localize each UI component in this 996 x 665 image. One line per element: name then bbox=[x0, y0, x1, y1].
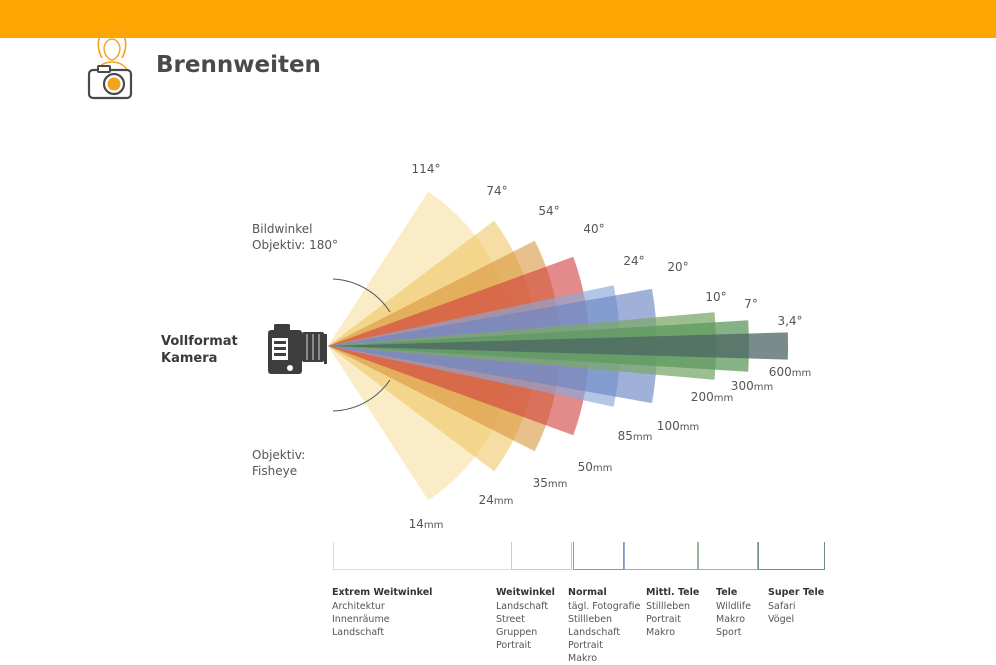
top-accent-bar bbox=[0, 0, 996, 38]
angle-label-24mm: 74° bbox=[486, 184, 508, 198]
kamera-label: Kamera bbox=[161, 351, 218, 366]
page-title: Brennweiten bbox=[156, 52, 321, 78]
category-item: Stillleben bbox=[568, 614, 613, 625]
category-item: Sport bbox=[716, 627, 742, 638]
fisheye-arc bbox=[332, 379, 391, 412]
focal-label-100mm: 100mm bbox=[656, 419, 700, 433]
focal-label-35mm: 35mm bbox=[532, 476, 568, 490]
category-bracket bbox=[624, 542, 698, 570]
angle-label-600mm: 3,4° bbox=[777, 314, 803, 328]
category-item: tägl. Fotografie bbox=[568, 601, 641, 612]
angle-label-14mm: 114° bbox=[411, 162, 441, 176]
category-item: Street bbox=[496, 614, 525, 625]
category-title: Mittl. Tele bbox=[646, 587, 700, 598]
angle-label-35mm: 54° bbox=[538, 204, 560, 218]
focal-label-85mm: 85mm bbox=[617, 429, 653, 443]
category-item: Landschaft bbox=[332, 627, 385, 638]
angle-label-200mm: 10° bbox=[705, 290, 727, 304]
bildwinkel-label: Bildwinkel bbox=[252, 222, 313, 236]
category-item: Wildlife bbox=[716, 601, 751, 612]
category-item: Portrait bbox=[496, 640, 531, 651]
vollformat-label: Vollformat bbox=[161, 334, 238, 349]
focal-label-200mm: 200mm bbox=[690, 390, 734, 404]
category-title: Tele bbox=[716, 587, 738, 598]
category-bracket bbox=[333, 542, 512, 570]
angle-label-85mm: 24° bbox=[623, 254, 645, 268]
category-column: Weitwinkel Landschaft Street Gruppen Portrai… bbox=[496, 586, 555, 652]
focal-label-600mm: 600mm bbox=[768, 365, 812, 379]
category-item: Portrait bbox=[568, 640, 603, 651]
category-item: Architektur bbox=[332, 601, 385, 612]
category-column: Normal tägl. Fotografie Stillleben Landscha… bbox=[568, 586, 640, 665]
category-column: Extrem Weitwinkel Architektur Innenräume La… bbox=[332, 586, 432, 639]
focal-label-300mm: 300mm bbox=[730, 379, 774, 393]
camera-icon bbox=[268, 324, 327, 374]
category-item: Gruppen bbox=[496, 627, 538, 638]
category-title: Weitwinkel bbox=[496, 587, 555, 598]
category-title: Super Tele bbox=[768, 587, 825, 598]
photographer-camera-icon bbox=[87, 23, 133, 100]
angle-of-view-wedges bbox=[328, 191, 789, 501]
category-bracket bbox=[758, 542, 825, 570]
objective-180-arc bbox=[332, 278, 391, 313]
angle-label-50mm: 40° bbox=[583, 222, 605, 236]
category-item: Safari bbox=[768, 601, 796, 612]
objektiv-180-label: Objektiv: 180° bbox=[252, 238, 338, 252]
focal-label-14mm: 14mm bbox=[408, 517, 444, 531]
category-item: Portrait bbox=[646, 614, 681, 625]
focal-label-50mm: 50mm bbox=[577, 460, 613, 474]
category-bracket bbox=[698, 542, 758, 570]
category-title: Extrem Weitwinkel bbox=[332, 587, 433, 598]
category-column: Mittl. Tele Stillleben Portrait Makro bbox=[646, 586, 699, 639]
category-item: Makro bbox=[716, 614, 746, 625]
category-item: Stillleben bbox=[646, 601, 691, 612]
category-column: Tele Wildlife Makro Sport bbox=[716, 586, 751, 639]
category-title: Normal bbox=[568, 587, 607, 598]
category-item: Vögel bbox=[768, 614, 795, 625]
category-item: Landschaft bbox=[496, 601, 549, 612]
category-bracket bbox=[511, 542, 572, 570]
category-item: Innenräume bbox=[332, 614, 390, 625]
objektiv-label: Objektiv: bbox=[252, 448, 306, 462]
category-column: Super Tele Safari Vögel bbox=[768, 586, 824, 626]
angle-label-100mm: 20° bbox=[667, 260, 689, 274]
category-item: Landschaft bbox=[568, 627, 621, 638]
fisheye-label: Fisheye bbox=[252, 464, 298, 478]
angle-label-300mm: 7° bbox=[744, 297, 758, 311]
category-item: Makro bbox=[646, 627, 676, 638]
category-bracket bbox=[573, 542, 624, 570]
wedge-600mm bbox=[328, 332, 789, 360]
focal-label-24mm: 24mm bbox=[478, 493, 514, 507]
category-item: Makro bbox=[568, 653, 598, 664]
